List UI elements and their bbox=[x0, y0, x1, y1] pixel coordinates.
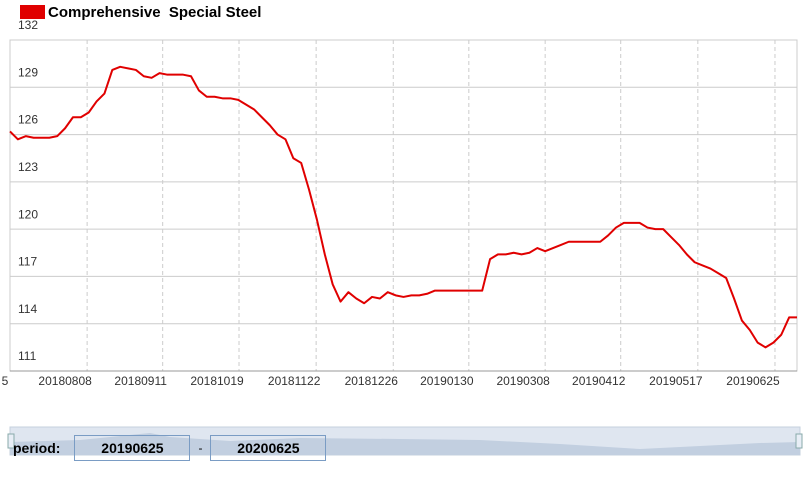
navigator-area bbox=[10, 433, 800, 455]
x-tick-label: 20180911 bbox=[114, 374, 167, 388]
period-control: period: 20190625 - 20200625 bbox=[13, 434, 327, 462]
x-tick-label: 5 bbox=[2, 374, 9, 388]
plot-frame bbox=[9, 39, 798, 372]
y-tick-label: 120 bbox=[18, 207, 38, 221]
x-tick-label: 20181019 bbox=[190, 374, 244, 388]
navigator-handle[interactable] bbox=[7, 433, 15, 449]
chart: Comprehensive Special Steel 111 114 117 120… bbox=[2, 4, 798, 388]
navigator bbox=[7, 426, 803, 456]
navigator-handle[interactable] bbox=[795, 433, 803, 449]
x-tick-label: 20190517 bbox=[649, 374, 703, 388]
y-tick-label: 132 bbox=[18, 18, 38, 32]
x-tick-label: 20190412 bbox=[572, 374, 626, 388]
x-tick-label: 20181122 bbox=[268, 374, 321, 388]
y-tick-label: 114 bbox=[18, 302, 37, 316]
y-tick-label: 123 bbox=[18, 160, 38, 174]
legend-swatch bbox=[20, 5, 45, 19]
x-tick-label: 20190625 bbox=[726, 374, 780, 388]
legend-label: Comprehensive Special Steel bbox=[48, 4, 261, 21]
x-tick-label: 20180808 bbox=[38, 374, 92, 388]
y-tick-label: 111 bbox=[18, 349, 37, 363]
y-tick-label: 126 bbox=[18, 113, 38, 127]
start-date[interactable]: 20190625 bbox=[74, 435, 191, 461]
separator: - bbox=[198, 441, 203, 455]
x-tick-label: 20190308 bbox=[496, 374, 550, 388]
y-tick-label: 117 bbox=[18, 255, 37, 269]
end-date[interactable]: 20200625 bbox=[210, 435, 327, 461]
x-tick-label: 20181226 bbox=[345, 374, 399, 388]
series-line bbox=[9, 65, 797, 349]
y-tick-label: 129 bbox=[18, 65, 38, 79]
period-label: period: bbox=[13, 440, 61, 456]
x-tick-label: 20190130 bbox=[420, 374, 474, 388]
